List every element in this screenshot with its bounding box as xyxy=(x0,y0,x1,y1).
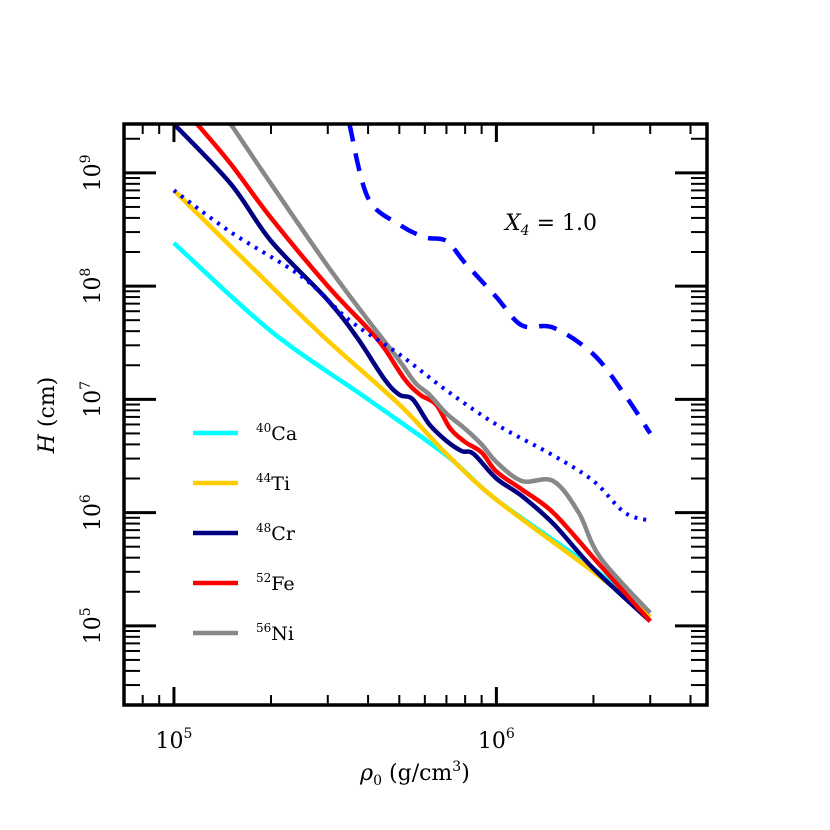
y-tick-label: 107 xyxy=(78,381,106,418)
legend: 40Ca 44Ti 48Cr 52Fe 56Ni xyxy=(193,421,297,645)
series-line-52fe xyxy=(195,124,652,623)
series-line-48cr xyxy=(172,124,652,623)
x-axis-label: ρ0 (g/cm3) xyxy=(359,759,470,789)
x-tick-label: 105 xyxy=(155,726,192,754)
x-tick-label: 106 xyxy=(478,726,515,754)
y-axis-label: H (cm) xyxy=(35,377,60,455)
y-tick-label: 109 xyxy=(78,154,106,191)
series-line-56ni xyxy=(228,124,652,615)
legend-label-52fe: 52Fe xyxy=(256,571,295,595)
annotation-text: X4 = 1.0 xyxy=(503,211,597,239)
legend-label-48cr: 48Cr xyxy=(256,521,296,545)
legend-label-56ni: 56Ni xyxy=(256,621,294,645)
ticks-layer: 105 106 105 106 107 108 109 xyxy=(78,124,707,754)
legend-label-44ti: 44Ti xyxy=(256,471,290,495)
series-line-44ti xyxy=(172,188,652,619)
y-tick-label: 108 xyxy=(78,268,106,305)
y-tick-label: 106 xyxy=(78,494,106,531)
series-line-dotted-blue-5 xyxy=(172,188,651,523)
legend-label-40ca: 40Ca xyxy=(256,421,297,445)
y-tick-label: 105 xyxy=(78,607,106,644)
plot-frame xyxy=(122,122,709,707)
series-layer xyxy=(172,124,653,623)
series-line-dashed-blue-6 xyxy=(347,124,653,435)
